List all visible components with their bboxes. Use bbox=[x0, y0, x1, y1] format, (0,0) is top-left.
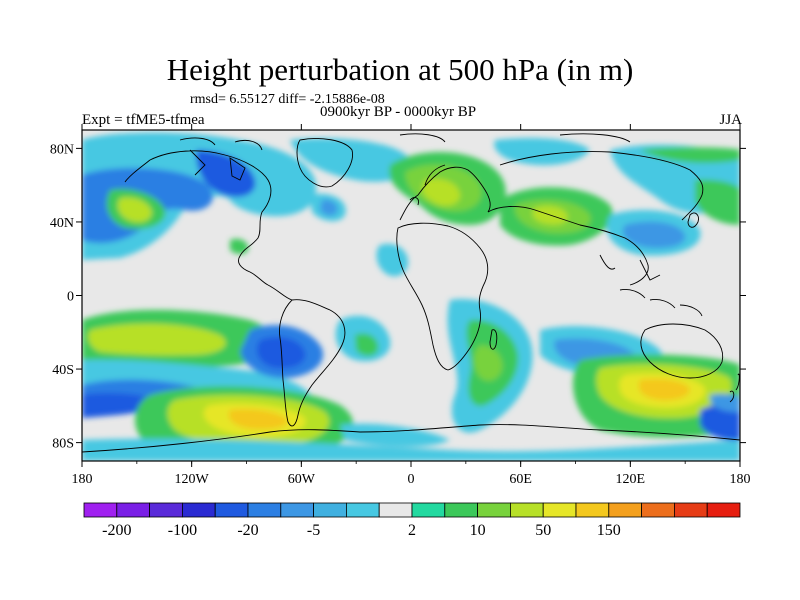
colorbar-swatch bbox=[247, 502, 282, 518]
lon-tick-label: 180 bbox=[730, 472, 751, 487]
colorbar-label: -100 bbox=[168, 522, 197, 539]
colorbar-label: -200 bbox=[102, 522, 131, 539]
lon-tick-label: 60E bbox=[509, 472, 532, 487]
lon-tick-label: 60W bbox=[288, 472, 316, 487]
lat-tick-label: 0 bbox=[67, 290, 74, 305]
period-label: 0900kyr BP - 0000kyr BP bbox=[320, 104, 477, 120]
colorbar-swatch bbox=[444, 502, 478, 518]
colorbar-label: 10 bbox=[470, 522, 486, 539]
colorbar-swatch bbox=[509, 502, 544, 518]
colorbar-labels: -200 -100 -20 -5 2 10 50 150 bbox=[102, 522, 621, 539]
colorbar-swatch bbox=[542, 502, 577, 518]
colorbar-label: 150 bbox=[597, 522, 621, 539]
colorbar-swatch bbox=[280, 502, 314, 518]
colorbar-swatch bbox=[116, 502, 151, 518]
colorbar-swatch bbox=[674, 502, 708, 518]
lat-tick-label: 40N bbox=[50, 216, 74, 231]
colorbar-swatch bbox=[149, 502, 183, 518]
tick-marks bbox=[76, 124, 746, 467]
colorbar-swatch bbox=[214, 502, 249, 518]
colorbar-label: 50 bbox=[535, 522, 551, 539]
lon-tick-label: 120E bbox=[616, 472, 646, 487]
lon-tick-label: 120W bbox=[175, 472, 210, 487]
colorbar-label: -5 bbox=[307, 522, 320, 539]
colorbar-swatch bbox=[477, 502, 511, 518]
lat-tick-label: 80N bbox=[50, 142, 74, 157]
longitude-labels: 180 120W 60W 0 60E 120E 180 bbox=[72, 472, 751, 487]
coastlines bbox=[82, 133, 740, 453]
colorbar-swatch bbox=[378, 502, 413, 518]
colorbar-swatch bbox=[83, 502, 118, 518]
colorbar-label: 2 bbox=[408, 522, 416, 539]
colorbar-swatch bbox=[411, 502, 446, 518]
colorbar-swatch bbox=[345, 502, 380, 518]
experiment-label: Expt = tfME5-tfmea bbox=[82, 112, 205, 128]
contour-field bbox=[82, 130, 740, 461]
season-label: JJA bbox=[719, 112, 742, 128]
chart-title: Height perturbation at 500 hPa (in m) bbox=[166, 52, 634, 87]
lat-tick-label: 80S bbox=[52, 437, 74, 452]
colorbar-swatch bbox=[313, 502, 347, 518]
colorbar bbox=[83, 502, 741, 518]
colorbar-label: -20 bbox=[237, 522, 258, 539]
colorbar-swatch bbox=[608, 502, 642, 518]
stats-line: rmsd= 6.55127 diff= -2.15886e-08 bbox=[190, 92, 385, 107]
colorbar-swatch bbox=[575, 502, 610, 518]
latitude-labels: 80N 40N 0 40S 80S bbox=[50, 142, 74, 451]
colorbar-swatch bbox=[706, 502, 741, 518]
lon-tick-label: 180 bbox=[72, 472, 93, 487]
lat-tick-label: 40S bbox=[52, 363, 74, 378]
colorbar-swatch bbox=[641, 502, 675, 518]
lon-tick-label: 0 bbox=[408, 472, 415, 487]
colorbar-swatch bbox=[181, 502, 216, 518]
